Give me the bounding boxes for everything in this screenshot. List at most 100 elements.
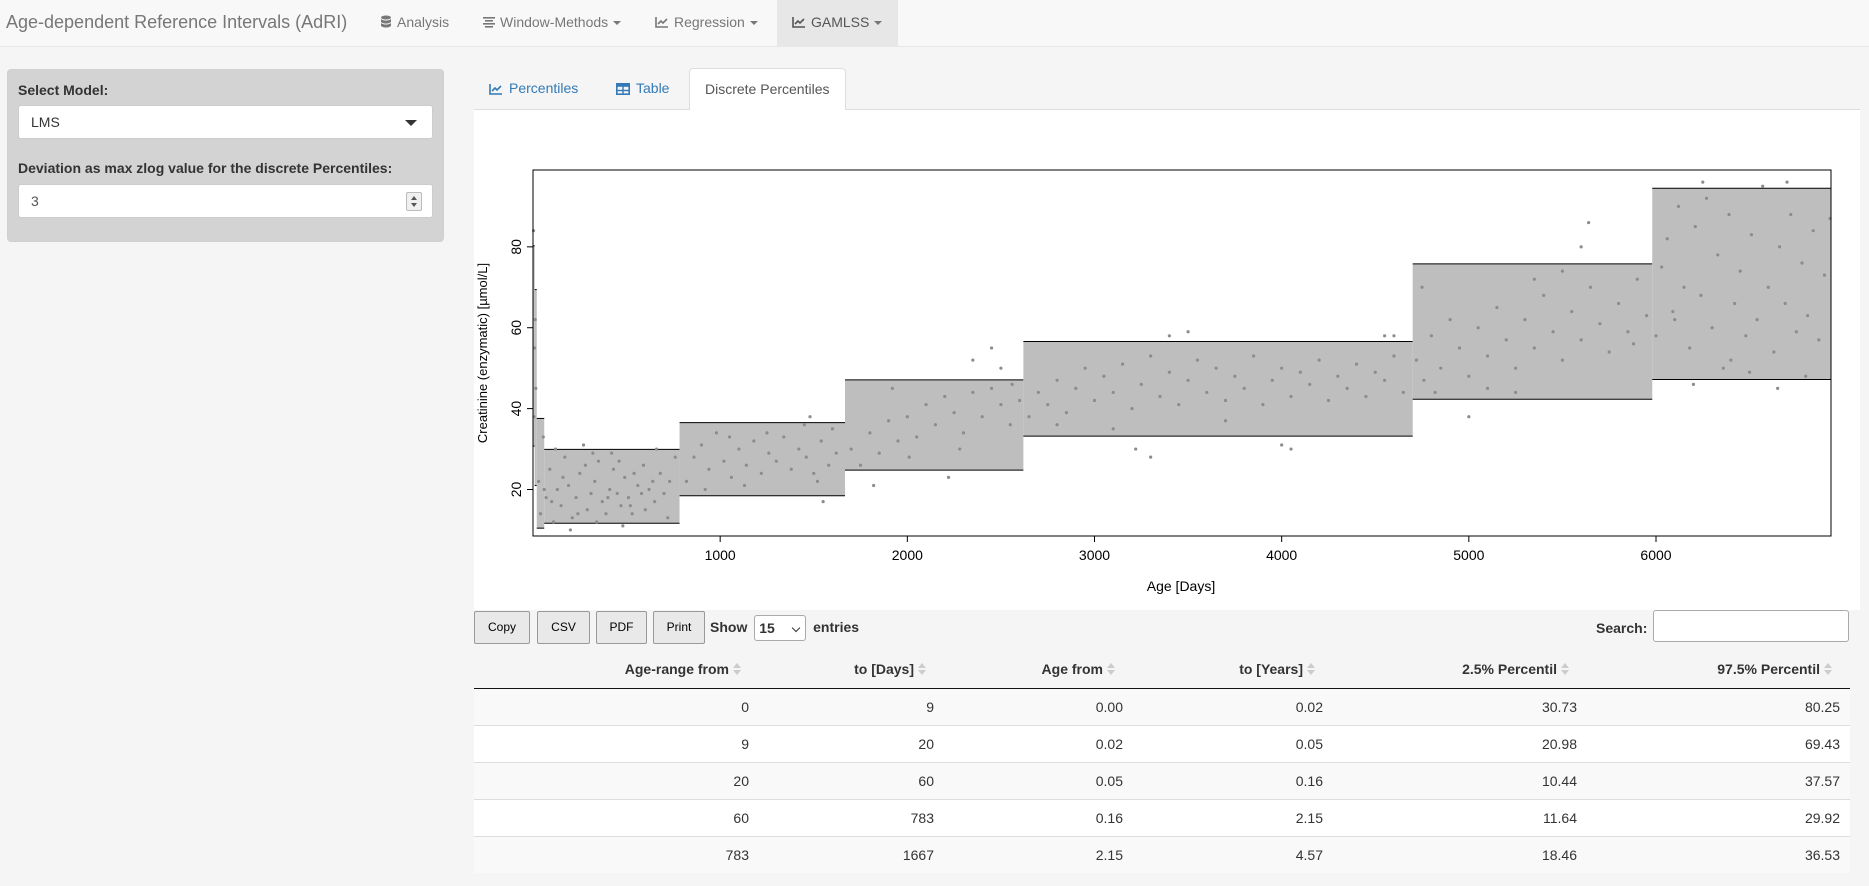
col-header-to-years[interactable]: to [Years] (1133, 650, 1333, 689)
data-point (1414, 358, 1419, 362)
table-cell: 0.05 (944, 761, 1133, 799)
data-point (1560, 269, 1565, 273)
data-point (1721, 366, 1725, 370)
data-point (933, 423, 938, 427)
tab-discrete-percentiles[interactable]: Discrete Percentiles (689, 68, 846, 111)
y-tick-label: 80 (508, 239, 524, 255)
data-point (1822, 273, 1827, 277)
data-point (1587, 220, 1591, 225)
x-tick-label: 6000 (1640, 547, 1671, 563)
search-input[interactable] (1653, 610, 1849, 642)
table-cell: 11.64 (1333, 798, 1587, 836)
data-point (1485, 386, 1490, 390)
col-header-age-from[interactable]: Age from (944, 650, 1133, 689)
data-point (999, 366, 1003, 370)
spin-up-icon[interactable] (411, 196, 417, 200)
line-chart-icon (655, 17, 668, 28)
x-tick-label: 5000 (1453, 547, 1484, 563)
data-point (1504, 338, 1508, 342)
copy-button[interactable]: Copy (474, 611, 530, 644)
caret-down-icon (613, 21, 622, 25)
data-point (1551, 330, 1555, 334)
table-cell: 20 (759, 724, 944, 762)
data-point (658, 471, 662, 475)
nav-window-methods[interactable]: Window-Methods (468, 0, 636, 47)
data-point (1800, 261, 1804, 265)
data-point (561, 475, 565, 479)
data-point (1055, 423, 1059, 427)
data-point (1523, 318, 1527, 322)
tab-percentiles[interactable]: Percentiles (474, 68, 593, 110)
data-point (1308, 382, 1312, 386)
tab-table[interactable]: Table (601, 68, 684, 110)
nav-analysis[interactable]: Analysis (365, 0, 464, 47)
x-tick-label: 4000 (1266, 547, 1297, 563)
data-point (531, 229, 536, 233)
navbar: Age-dependent Reference Intervals (AdRI)… (0, 0, 1869, 47)
table-row: 0 9 0.00 0.02 30.73 80.25 (474, 687, 1850, 725)
table-cell: 1667 (759, 835, 944, 873)
data-point (1817, 338, 1821, 342)
data-point (1439, 366, 1443, 370)
data-point (639, 491, 644, 496)
data-point (868, 431, 872, 435)
data-point (1744, 334, 1748, 338)
data-point (907, 455, 911, 459)
data-point (574, 495, 578, 500)
percentile-band (1412, 263, 1653, 400)
data-point (819, 439, 823, 443)
data-point (1733, 301, 1737, 306)
data-point (647, 487, 651, 492)
data-point (1514, 366, 1518, 370)
percentile-band (536, 418, 545, 529)
data-point (1579, 338, 1583, 342)
nav-regression[interactable]: Regression (640, 0, 773, 47)
data-point (999, 402, 1003, 407)
data-point (1270, 378, 1274, 382)
entries-select[interactable]: 15 (754, 615, 807, 642)
col-header-to-days[interactable]: to [Days] (759, 650, 944, 689)
data-point (1785, 180, 1789, 184)
table-cell: 37.57 (1587, 761, 1850, 799)
data-point (1673, 318, 1677, 322)
col-header-age-range-from[interactable]: Age-range from (474, 650, 759, 689)
number-spinner[interactable] (406, 192, 422, 211)
database-icon (381, 15, 391, 28)
data-point (1130, 407, 1134, 411)
data-point (767, 451, 771, 455)
data-point (541, 435, 545, 439)
deviation-input[interactable]: 3 (18, 184, 433, 218)
data-point (1701, 180, 1705, 184)
data-point (830, 427, 835, 431)
pdf-button[interactable]: PDF (596, 611, 647, 644)
spin-down-icon[interactable] (411, 203, 417, 207)
data-point (808, 415, 812, 419)
x-tick-label: 2000 (892, 547, 923, 563)
table-cell: 4.57 (1133, 835, 1333, 873)
data-point (1280, 443, 1284, 447)
data-point (608, 487, 612, 492)
y-axis-label: Creatinine (enzymatic) [µmol/L] (475, 263, 490, 443)
nav-gamlss[interactable]: GAMLSS (777, 0, 898, 47)
data-point (1688, 346, 1692, 350)
print-button[interactable]: Print (653, 611, 705, 644)
data-point (1598, 322, 1602, 326)
data-point (1645, 313, 1649, 318)
data-point (654, 447, 659, 451)
csv-button[interactable]: CSV (537, 611, 590, 644)
app-title[interactable]: Age-dependent Reference Intervals (AdRI) (6, 12, 348, 32)
model-select[interactable]: LMS (18, 105, 433, 139)
data-point (952, 411, 956, 415)
data-point (821, 500, 825, 504)
data-point (782, 435, 786, 439)
x-axis: 1000 2000 3000 4000 5000 6000 (705, 536, 1672, 563)
table-cell: 60 (474, 798, 759, 836)
data-point (714, 431, 719, 435)
data-point (877, 451, 881, 455)
col-header-97-5-percentil[interactable]: 97.5% Percentil (1587, 650, 1850, 689)
data-point (744, 463, 748, 467)
data-point (971, 358, 975, 362)
data-point (1383, 378, 1387, 382)
data-point (905, 415, 909, 419)
col-header-2-5-percentil[interactable]: 2.5% Percentil (1333, 650, 1587, 689)
